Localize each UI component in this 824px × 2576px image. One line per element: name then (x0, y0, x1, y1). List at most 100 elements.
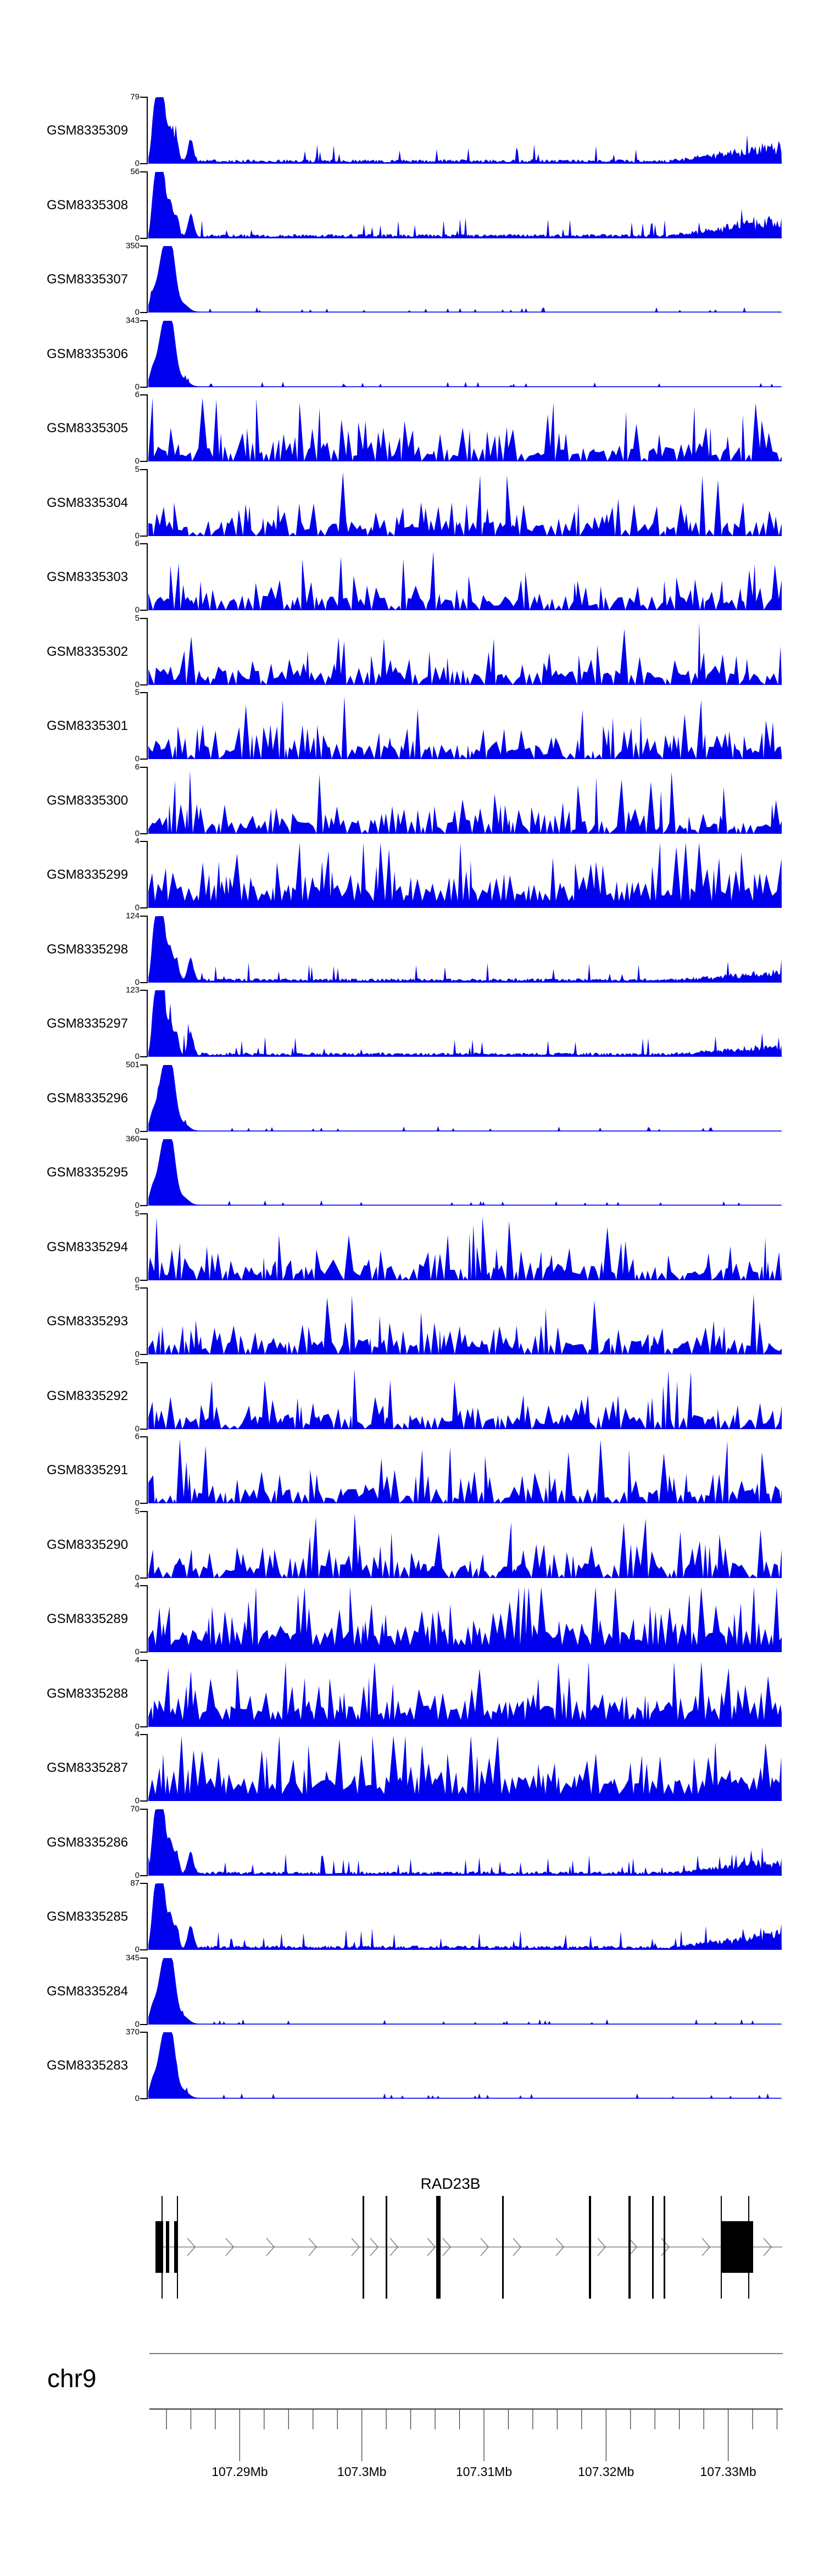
yaxis-bottom-tick (140, 237, 147, 239)
yaxis-line (147, 543, 148, 611)
yaxis-max-label: 79 (130, 92, 140, 102)
yaxis-top-tick (140, 2032, 147, 2033)
signal-track-GSM8335295: GSM8335295 360 0 (0, 1134, 824, 1210)
yaxis-bottom-tick (140, 759, 147, 760)
yaxis-top-tick (140, 1883, 147, 1884)
coverage-signal (148, 320, 782, 387)
track-label: GSM8335289 (47, 1612, 129, 1626)
track-label: GSM8335283 (47, 2058, 129, 2073)
yaxis-zero-label: 0 (135, 2019, 140, 2029)
yaxis-line (147, 1510, 148, 1579)
signal-track-GSM8335291: GSM8335291 6 0 (0, 1432, 824, 1508)
yaxis-line (147, 1287, 148, 1355)
track-label: GSM8335302 (47, 644, 129, 659)
yaxis-max-label: 4 (135, 837, 140, 846)
coverage-signal (148, 1217, 782, 1280)
signal-track-GSM8335306: GSM8335306 343 0 (0, 316, 824, 392)
coverage-signal (148, 1958, 782, 2025)
track-label: GSM8335309 (47, 123, 129, 138)
exon-tall (502, 2196, 504, 2299)
strand-arrow-icon (351, 2238, 360, 2256)
yaxis-top-tick (140, 320, 147, 321)
coverage-signal (148, 1661, 782, 1727)
yaxis-zero-label: 0 (135, 1052, 140, 1061)
strand-arrow-icon (225, 2238, 234, 2256)
yaxis-bottom-tick (140, 163, 147, 164)
yaxis-zero-label: 0 (135, 1647, 140, 1657)
yaxis-max-label: 6 (135, 539, 140, 548)
yaxis-zero-label: 0 (135, 1424, 140, 1434)
yaxis-line (147, 469, 148, 537)
signal-track-GSM8335301: GSM8335301 5 0 (0, 688, 824, 763)
yaxis-bottom-tick (140, 833, 147, 834)
yaxis-max-label: 70 (130, 1804, 140, 1814)
track-label: GSM8335303 (47, 570, 129, 584)
yaxis-zero-label: 0 (135, 1945, 140, 1954)
yaxis-bottom-tick (140, 1875, 147, 1876)
yaxis-top-tick (140, 394, 147, 395)
yaxis-zero-label: 0 (135, 679, 140, 689)
yaxis-top-tick (140, 1139, 147, 1140)
yaxis-zero-label: 0 (135, 1498, 140, 1508)
yaxis-max-label: 343 (125, 315, 140, 325)
yaxis-bottom-tick (140, 312, 147, 313)
yaxis-top-tick (140, 469, 147, 470)
yaxis-max-label: 4 (135, 1730, 140, 1739)
yaxis-bottom-tick (140, 1949, 147, 1950)
coverage-signal (148, 696, 782, 759)
coverage-signal (148, 1809, 782, 1876)
exon-tall (436, 2196, 441, 2299)
yaxis-bottom-tick (140, 982, 147, 983)
yaxis-top-tick (140, 1734, 147, 1735)
chromosome-line (149, 2353, 783, 2354)
ruler-tick-label: 107.29Mb (211, 2465, 268, 2479)
yaxis-max-label: 56 (130, 166, 140, 176)
strand-arrow-icon (427, 2238, 436, 2256)
yaxis-zero-label: 0 (135, 977, 140, 987)
coverage-signal (148, 1883, 782, 1950)
strand-arrow-icon (308, 2238, 317, 2256)
yaxis-zero-label: 0 (135, 1126, 140, 1136)
signal-track-GSM8335293: GSM8335293 5 0 (0, 1283, 824, 1359)
coverage-signal (148, 1064, 782, 1131)
signal-track-GSM8335303: GSM8335303 6 0 (0, 539, 824, 615)
yaxis-zero-label: 0 (135, 754, 140, 763)
coverage-signal (148, 398, 782, 461)
track-label: GSM8335295 (47, 1165, 129, 1180)
track-label: GSM8335284 (47, 1983, 129, 1999)
yaxis-bottom-tick (140, 1056, 147, 1057)
coverage-signal (148, 551, 782, 610)
yaxis-zero-label: 0 (135, 2094, 140, 2103)
yaxis-top-tick (140, 543, 147, 544)
gene-model-track (155, 2196, 782, 2299)
yaxis-top-tick (140, 1213, 147, 1214)
signal-track-GSM8335286: GSM8335286 70 0 (0, 1804, 824, 1880)
yaxis-line (147, 1883, 148, 1950)
yaxis-bottom-tick (140, 1354, 147, 1355)
track-label: GSM8335304 (47, 495, 129, 510)
yaxis-bottom-tick (140, 1503, 147, 1504)
yaxis-top-tick (140, 1957, 147, 1959)
signal-track-GSM8335308: GSM8335308 56 0 (0, 167, 824, 243)
yaxis-bottom-tick (140, 1205, 147, 1206)
track-label: GSM8335287 (47, 1760, 129, 1775)
intron-line (162, 2246, 782, 2248)
exon-tall (664, 2196, 665, 2299)
coverage-signal (148, 472, 782, 536)
yaxis-bottom-tick (140, 1726, 147, 1727)
signal-track-GSM8335287: GSM8335287 4 0 (0, 1730, 824, 1805)
yaxis-zero-label: 0 (135, 605, 140, 615)
yaxis-line (147, 1064, 148, 1132)
yaxis-bottom-tick (140, 386, 147, 388)
ruler-tick-label: 107.32Mb (578, 2465, 634, 2479)
yaxis-bottom-tick (140, 907, 147, 908)
signal-track-GSM8335288: GSM8335288 4 0 (0, 1655, 824, 1731)
yaxis-top-tick (140, 1659, 147, 1661)
exon-box (155, 2221, 163, 2273)
yaxis-zero-label: 0 (135, 531, 140, 540)
yaxis-zero-label: 0 (135, 1721, 140, 1731)
signal-track-GSM8335292: GSM8335292 5 0 (0, 1358, 824, 1434)
strand-arrow-icon (555, 2238, 564, 2256)
signal-track-GSM8335283: GSM8335283 370 0 (0, 2027, 824, 2103)
